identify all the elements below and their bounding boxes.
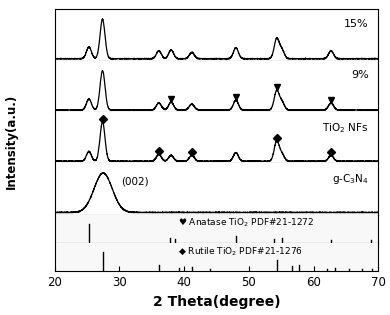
- Text: 15%: 15%: [344, 19, 369, 29]
- Text: ◆ Rutile TiO$_2$ PDF#21-1276: ◆ Rutile TiO$_2$ PDF#21-1276: [177, 245, 303, 257]
- Text: TiO$_2$ NFs: TiO$_2$ NFs: [322, 121, 369, 135]
- Text: Intensity(a.u.): Intensity(a.u.): [5, 94, 18, 189]
- Text: (002): (002): [121, 176, 148, 186]
- Text: 9%: 9%: [351, 70, 369, 80]
- Text: 2 Theta(degree): 2 Theta(degree): [152, 295, 280, 309]
- Text: ♥ Anatase TiO$_2$ PDF#21-1272: ♥ Anatase TiO$_2$ PDF#21-1272: [177, 217, 314, 229]
- Text: g-C$_3$N$_4$: g-C$_3$N$_4$: [332, 173, 369, 186]
